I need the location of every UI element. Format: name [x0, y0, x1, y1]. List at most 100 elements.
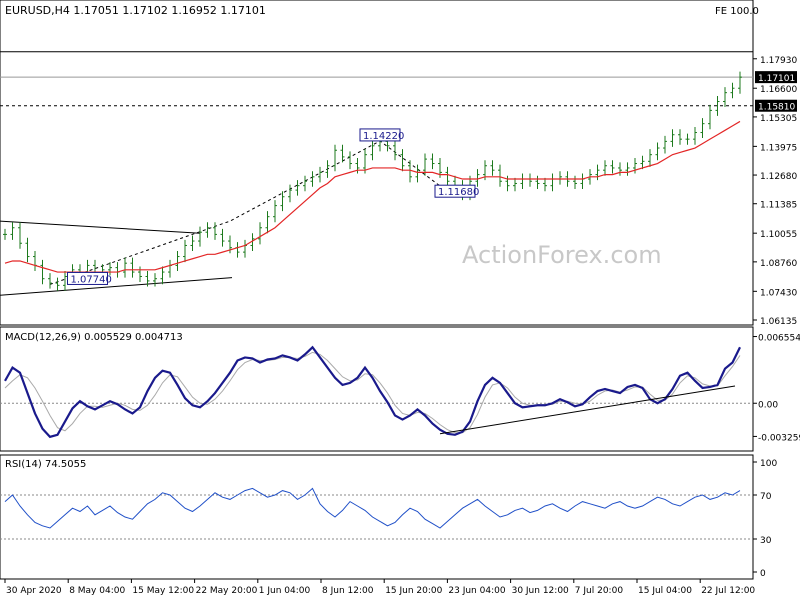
svg-text:15 May 12:00: 15 May 12:00	[132, 586, 194, 596]
price-bar	[370, 140, 375, 161]
x-tick: 30 Apr 2020	[4, 579, 62, 596]
price-bar	[363, 149, 367, 174]
svg-text:70: 70	[760, 492, 772, 502]
price-y-tick: 1.13975	[753, 143, 797, 153]
svg-text:30: 30	[760, 536, 772, 546]
price-y-tick: 1.11385	[753, 201, 797, 211]
price-annotation: 1.11680	[434, 184, 479, 198]
svg-text:1.15305: 1.15305	[760, 114, 797, 124]
price-bar	[288, 184, 292, 203]
rsi-label: RSI(14) 74.5055	[5, 459, 86, 470]
rsi-y-tick: 70	[753, 492, 772, 502]
lower-trendline	[0, 277, 233, 296]
price-bar	[393, 140, 397, 161]
macd-panel-frame	[0, 326, 754, 452]
price-bar	[708, 104, 712, 130]
price-y-tick: 1.06135	[753, 317, 797, 327]
svg-text:0.006554: 0.006554	[758, 334, 800, 344]
price-bar	[738, 71, 742, 94]
watermark: ActionForex.com	[462, 241, 662, 269]
moving-average-line	[4, 120, 741, 273]
x-tick: 23 Jun 04:00	[446, 579, 506, 596]
price-bar	[408, 160, 412, 183]
price-bar	[670, 129, 675, 147]
price-y-tick: 1.07430	[753, 288, 797, 298]
price-bar	[213, 222, 217, 240]
x-tick: 22 May 20:00	[194, 579, 258, 596]
macd-y-tick: 0.00	[753, 400, 778, 410]
price-y-tick: 1.17930	[753, 56, 797, 66]
price-bar	[145, 270, 150, 287]
x-tick: 8 Jun 12:00	[320, 579, 374, 596]
axes: 1.17101 1.15810 1.17930 1.16600 1.15305 1.139…	[4, 56, 800, 596]
svg-text:1.17101: 1.17101	[758, 74, 795, 84]
svg-text:1 Jun 04:00: 1 Jun 04:00	[259, 586, 311, 596]
price-bar	[355, 157, 360, 174]
price-bar	[108, 262, 112, 276]
svg-text:22 May 20:00: 22 May 20:00	[196, 586, 258, 596]
price-bar	[280, 191, 285, 212]
price-bar	[295, 180, 300, 196]
price-bar	[25, 237, 30, 263]
price-bar	[153, 273, 157, 287]
price-y-tick: 1.12680	[753, 172, 797, 182]
price-bar	[310, 171, 315, 187]
price-bar	[475, 169, 480, 187]
price-annotation: 1.14220	[359, 128, 404, 142]
price-bar	[265, 211, 270, 234]
price-bar	[445, 166, 450, 187]
rsi-plot: RSI(14) 74.5055	[0, 459, 753, 540]
price-bar	[258, 222, 262, 245]
price-bar	[348, 151, 352, 170]
price-panel-frame	[0, 0, 754, 326]
svg-text:100: 100	[760, 459, 777, 469]
price-bar	[535, 175, 540, 189]
x-tick: 22 Jul 12:00	[699, 579, 755, 596]
price-bar	[490, 160, 495, 176]
svg-text:1.07430: 1.07430	[760, 288, 797, 298]
price-bar	[610, 160, 615, 174]
x-tick: 7 Jul 20:00	[573, 579, 624, 596]
svg-text:1.15810: 1.15810	[758, 103, 795, 113]
price-bar	[55, 277, 60, 291]
price-bar	[498, 164, 502, 187]
svg-text:0: 0	[760, 569, 766, 579]
price-bar	[325, 160, 330, 178]
price-bar	[700, 118, 705, 139]
price-bar	[505, 175, 510, 192]
price-y-tick: 1.10055	[753, 230, 797, 240]
price-bar	[625, 162, 630, 176]
svg-text:15 Jun 20:00: 15 Jun 20:00	[385, 586, 442, 596]
price-bar	[543, 177, 547, 192]
price-bar	[685, 133, 690, 145]
price-bar	[318, 166, 322, 183]
svg-text:1.12680: 1.12680	[760, 172, 797, 182]
price-bar	[648, 149, 652, 167]
price-bar	[198, 226, 202, 247]
price-bar	[513, 177, 517, 192]
price-bar	[340, 144, 345, 163]
macd-main-line	[4, 345, 741, 439]
svg-text:7 Jul 20:00: 7 Jul 20:00	[575, 586, 624, 596]
symbol-header: EURUSD,H4 1.17051 1.17102 1.16952 1.1710…	[5, 4, 266, 17]
price-bar	[400, 149, 405, 172]
rsi-y-tick: 30	[753, 536, 772, 546]
svg-text:23 Jun 04:00: 23 Jun 04:00	[448, 586, 505, 596]
price-bar	[160, 266, 165, 285]
svg-text:22 Jul 12:00: 22 Jul 12:00	[701, 586, 755, 596]
svg-text:30 Jun 12:00: 30 Jun 12:00	[512, 586, 569, 596]
price-bar	[3, 228, 7, 240]
price-bar	[183, 239, 187, 263]
price-bar	[138, 266, 142, 283]
price-bar	[640, 155, 645, 170]
x-tick: 15 Jun 20:00	[383, 579, 443, 596]
price-bar	[678, 129, 682, 145]
price-y-tick: 1.16600	[753, 85, 797, 95]
price-bar	[693, 126, 697, 145]
price-bar	[603, 160, 607, 176]
price-bar	[190, 235, 195, 252]
x-tick: 30 Jun 12:00	[510, 579, 569, 596]
price-bar	[130, 257, 135, 278]
macd-label: MACD(12,26,9) 0.005529 0.004713	[5, 332, 183, 343]
